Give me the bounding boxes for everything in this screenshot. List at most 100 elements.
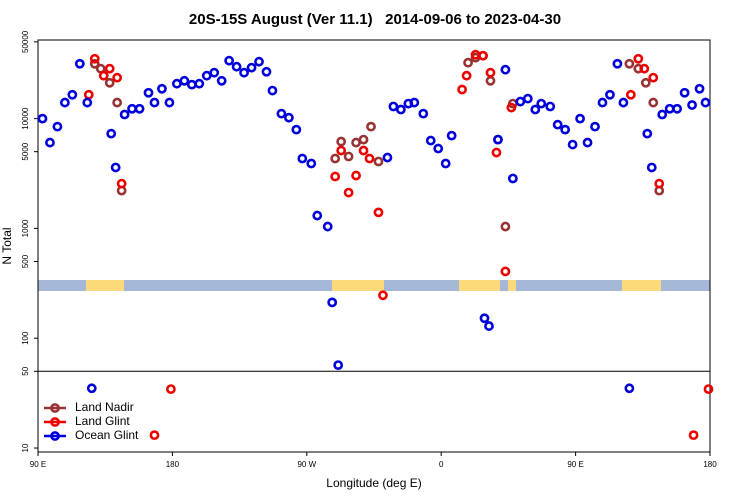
point [507,173,518,184]
point [687,100,697,110]
point [366,121,376,132]
legend-label: Land Glint [75,414,130,428]
point [567,139,578,150]
x-tick-label: 90 W [297,460,316,469]
point [343,187,354,198]
series [83,49,714,441]
point [679,87,690,98]
point [336,145,347,156]
land-strip [508,280,516,291]
point [336,136,347,147]
point [642,128,653,139]
point [582,137,593,148]
land-strip [459,280,500,291]
point [703,384,714,395]
point [297,153,308,164]
point [646,162,657,173]
point [672,103,683,114]
y-tick-label: 1000 [21,219,30,237]
point [395,104,406,115]
point [478,50,488,61]
point [479,313,490,324]
point [640,77,651,88]
point [134,103,145,114]
x-tick-label: 90 E [30,460,46,469]
point [530,104,541,115]
point [291,124,302,135]
y-tick-label: 50000 [21,30,30,53]
point [239,67,249,78]
land-strip [86,280,124,291]
point [358,145,369,156]
point [560,124,571,135]
point [82,97,93,108]
point [74,58,85,69]
point [688,430,699,441]
point [104,77,115,88]
point [166,384,176,395]
point [194,78,205,89]
point [605,89,615,100]
y-tick-label: 5000 [21,142,30,160]
point [116,178,127,189]
point [224,55,235,66]
point [491,147,502,158]
point [618,97,629,108]
land-strip [622,280,661,291]
point [648,72,659,83]
y-tick-label: 500 [21,254,30,268]
point [500,221,511,232]
point [322,221,333,232]
point [351,170,361,181]
legend-marker [50,403,60,413]
point [246,62,257,73]
land-strip [332,280,384,291]
point [327,297,338,308]
point [231,61,242,72]
point [457,84,468,95]
point [463,57,473,68]
chart-title: 20S-15S August (Ver 11.1) 2014-09-06 to … [189,11,561,28]
point [143,87,154,98]
point [500,64,511,75]
legend-marker [50,431,60,441]
point [312,210,323,221]
point [433,143,444,154]
point [104,63,115,74]
point [700,97,711,108]
point [112,97,123,108]
point [536,98,547,109]
point [461,70,472,81]
point [624,58,635,69]
point [364,153,375,164]
point [86,383,97,394]
y-tick-label: 100 [21,331,30,345]
point [67,89,78,100]
point [209,67,220,78]
legend-label: Ocean Glint [75,428,139,442]
point [382,152,393,163]
point [358,134,369,145]
point [267,85,278,96]
point [409,97,420,108]
point [575,113,585,124]
point [624,383,635,394]
point [276,108,287,119]
point [283,112,294,123]
x-tick-label: 0 [439,460,444,469]
point [657,109,668,120]
point [388,101,399,112]
point [373,156,384,167]
point [485,67,496,78]
point [425,135,436,146]
point [484,321,494,331]
point [98,70,109,81]
point [552,119,563,130]
point [522,93,533,104]
legend-marker [50,417,60,427]
land-mask-strip [38,280,710,291]
point [59,97,70,108]
point [418,108,429,119]
